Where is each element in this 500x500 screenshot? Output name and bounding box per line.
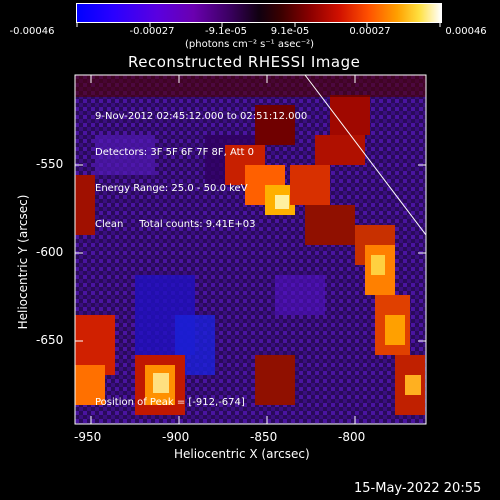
observation-info: 9-Nov-2012 02:45:12.000 to 02:51:12.000 … [95,87,307,243]
colorbar-tick-label: 9.1e-05 [270,26,310,37]
x-axis-label: Heliocentric X (arcsec) [174,447,310,461]
colorbar-units: (photons cm⁻² s⁻¹ asec⁻²) [185,39,315,50]
colorbar-ticks [76,22,441,27]
colorbar [76,3,442,23]
peak-position-label: Position of Peak = [-912,-674] [95,397,245,408]
y-tick-label: -600 [36,245,64,259]
info-line: Detectors: 3F 5F 6F 7F 8F, Att 0 [95,147,255,158]
heatmap-svg [75,75,426,424]
footer-date: 15-May-2022 20:55 [354,481,482,496]
colorbar-tick-label: -0.00046 [9,26,55,37]
heatmap-image [75,75,426,424]
y-tick-label: -550 [36,157,64,171]
x-tick-label: -850 [250,430,278,444]
y-tick-label: -650 [36,333,64,347]
colorbar-tick-label: -9.1e-05 [205,26,247,37]
info-line: Energy Range: 25.0 - 50.0 keV [95,183,248,194]
plot-title: Reconstructed RHESSI Image [128,53,361,71]
info-line: Clean Total counts: 9.41E+03 [95,219,256,230]
info-line: 9-Nov-2012 02:45:12.000 to 02:51:12.000 [95,111,308,122]
colorbar-tick-label: 0.00046 [445,26,487,37]
x-tick-label: -950 [74,430,102,444]
x-tick-label: -900 [162,430,190,444]
y-axis-label: Heliocentric Y (arcsec) [16,194,30,330]
colorbar-tick-label: -0.00027 [129,26,175,37]
x-tick-label: -800 [338,430,366,444]
colorbar-tick-label: 0.00027 [349,26,391,37]
